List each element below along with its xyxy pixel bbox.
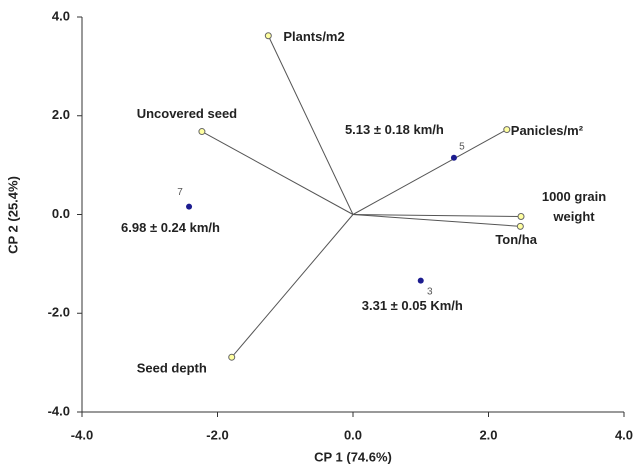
vector-label: 1000 grain — [542, 189, 606, 204]
point-id: 3 — [427, 286, 433, 297]
loading-vector — [352, 214, 522, 217]
vector-end — [228, 353, 236, 361]
vector-end — [198, 128, 206, 136]
x-tick-label: -4.0 — [71, 427, 93, 442]
point — [417, 277, 424, 284]
vector-label: Plants/m2 — [283, 29, 344, 44]
vector-label: Ton/ha — [495, 232, 537, 247]
y-tick-label: 0.0 — [52, 206, 70, 221]
y-tick-label: -4.0 — [48, 403, 70, 418]
point-id: 7 — [177, 187, 183, 198]
x-tick-label: -2.0 — [206, 427, 228, 442]
vector-end — [264, 32, 272, 40]
x-tick-label: 4.0 — [615, 427, 633, 442]
vector-end — [517, 212, 525, 220]
point-annotation: 3.31 ± 0.05 Km/h — [362, 298, 463, 313]
loading-vector — [201, 131, 354, 215]
vector-label: weight — [552, 209, 595, 224]
loading-vector — [231, 214, 354, 358]
point-annotation: 5.13 ± 0.18 km/h — [345, 122, 444, 137]
y-tick-label: -2.0 — [48, 305, 70, 320]
vector-end — [516, 222, 524, 230]
loading-vector — [352, 214, 521, 227]
x-tick-label: 0.0 — [344, 427, 362, 442]
y-tick-label: 2.0 — [52, 107, 70, 122]
vector-label: Panicles/m² — [511, 123, 584, 138]
point — [186, 203, 193, 210]
x-axis-title: CP 1 (74.6%) — [314, 449, 392, 464]
loading-vector — [267, 35, 354, 215]
vector-label: Seed depth — [137, 361, 207, 376]
vector-end — [503, 126, 511, 134]
point-id: 5 — [459, 141, 465, 152]
point-annotation: 6.98 ± 0.24 km/h — [121, 220, 220, 235]
loading-vector — [352, 129, 508, 215]
y-tick-label: 4.0 — [52, 8, 70, 23]
point — [450, 154, 457, 161]
x-tick-label: 2.0 — [479, 427, 497, 442]
y-axis-title: CP 2 (25.4%) — [5, 176, 20, 254]
vector-label: Uncovered seed — [137, 106, 237, 121]
